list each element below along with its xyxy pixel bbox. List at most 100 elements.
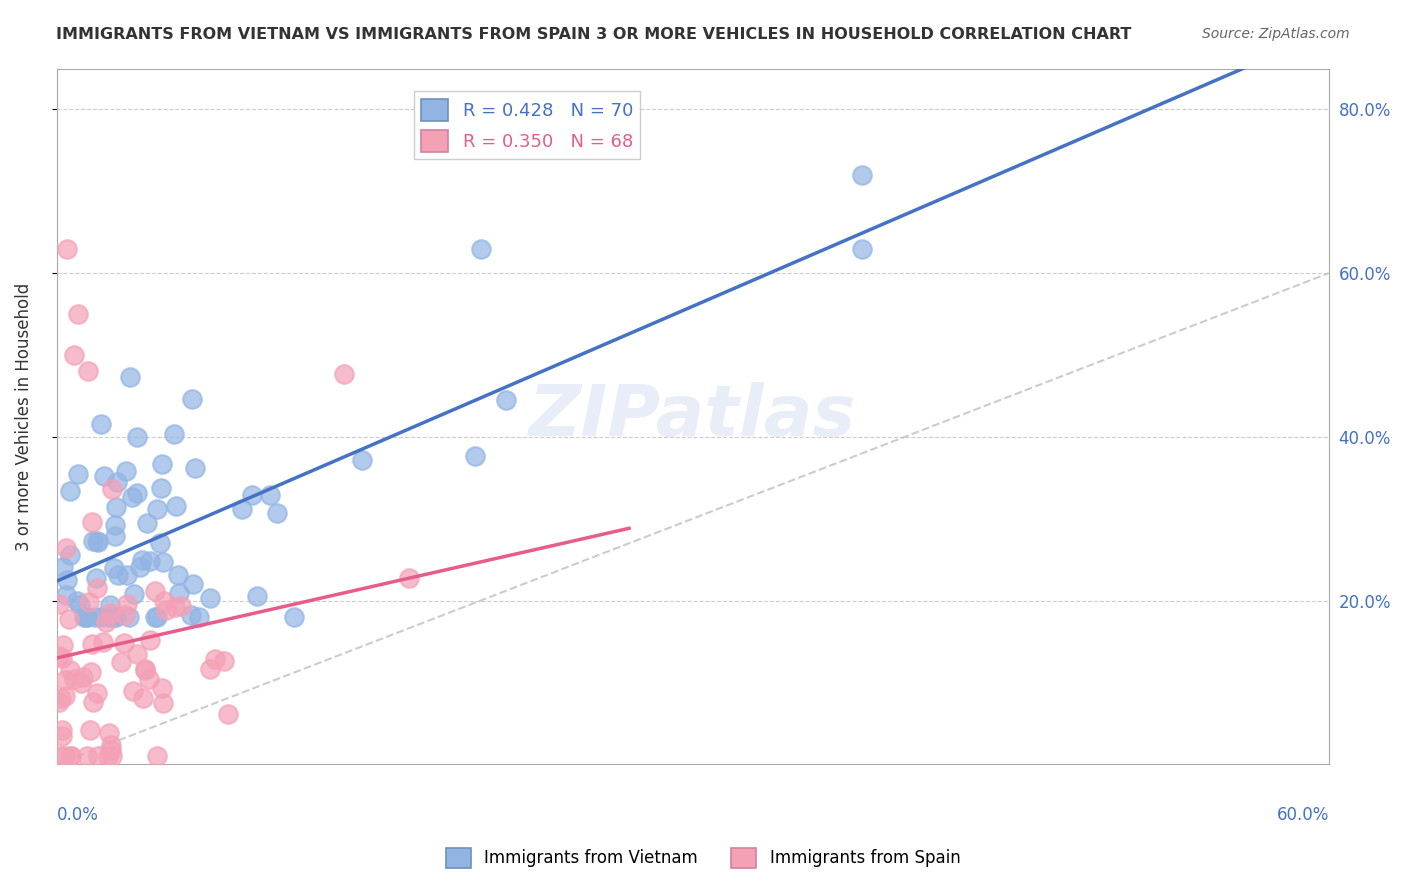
Point: [49, 749, 72, 764]
Point: [77, 364, 100, 378]
Point: [73, 610, 96, 624]
Point: [100, 598, 122, 612]
Point: [53, 690, 76, 704]
Point: [82, 534, 104, 549]
Point: [59, 663, 82, 677]
Point: [266, 507, 288, 521]
Point: [80, 515, 103, 529]
Point: [59, 483, 82, 498]
Point: [101, 483, 124, 497]
Point: [90, 417, 112, 431]
Point: [97, 749, 120, 764]
Y-axis label: 3 or more Vehicles in Household: 3 or more Vehicles in Household: [15, 282, 32, 550]
Point: [60, 749, 83, 764]
Point: [124, 587, 146, 601]
Legend: Immigrants from Vietnam, Immigrants from Spain: Immigrants from Vietnam, Immigrants from…: [439, 841, 967, 875]
Point: [56, 242, 79, 256]
Point: [91, 635, 114, 649]
Point: [145, 749, 167, 764]
Point: [115, 598, 138, 612]
Point: [146, 502, 169, 516]
Point: [48, 695, 70, 709]
Point: [398, 571, 420, 585]
Point: [104, 517, 127, 532]
Point: [139, 633, 162, 648]
Point: [72, 670, 94, 684]
Point: [87, 534, 110, 549]
Point: [80, 637, 103, 651]
Point: [495, 393, 517, 408]
Point: [87, 749, 110, 764]
Point: [184, 460, 207, 475]
Point: [851, 168, 873, 182]
Point: [80, 665, 103, 679]
Point: [165, 599, 187, 614]
Point: [51, 723, 73, 737]
Point: [58, 612, 80, 626]
Point: [86, 582, 108, 596]
Point: [56, 573, 79, 587]
Point: [75, 610, 97, 624]
Point: [150, 457, 173, 471]
Point: [181, 392, 204, 407]
Point: [51, 729, 73, 743]
Point: [138, 672, 160, 686]
Point: [112, 636, 135, 650]
Point: [125, 485, 148, 500]
Point: [103, 610, 125, 624]
Point: [100, 738, 122, 752]
Point: [180, 607, 202, 622]
Point: [352, 453, 374, 467]
Point: [181, 577, 204, 591]
Point: [165, 500, 187, 514]
Point: [283, 610, 305, 624]
Point: [79, 723, 101, 738]
Point: [163, 426, 186, 441]
Point: [52, 559, 75, 574]
Point: [145, 610, 167, 624]
Point: [150, 681, 173, 695]
Point: [86, 533, 108, 548]
Point: [69, 598, 91, 612]
Point: [187, 610, 209, 624]
Point: [104, 529, 127, 543]
Point: [105, 610, 128, 624]
Point: [98, 610, 121, 624]
Point: [121, 491, 143, 505]
Point: [135, 516, 157, 530]
Text: 0.0%: 0.0%: [56, 806, 98, 824]
Point: [59, 548, 82, 562]
Point: [131, 553, 153, 567]
Point: [152, 696, 174, 710]
Point: [204, 652, 226, 666]
Point: [52, 638, 75, 652]
Point: [129, 560, 152, 574]
Point: [90, 610, 112, 624]
Point: [155, 602, 177, 616]
Point: [55, 588, 77, 602]
Point: [76, 610, 98, 624]
Point: [100, 742, 122, 756]
Point: [143, 610, 166, 624]
Point: [122, 683, 145, 698]
Point: [170, 599, 193, 613]
Legend: R = 0.428   N = 70, R = 0.350   N = 68: R = 0.428 N = 70, R = 0.350 N = 68: [415, 92, 641, 159]
Point: [125, 430, 148, 444]
Text: ZIPatlas: ZIPatlas: [529, 382, 856, 450]
Point: [93, 469, 115, 483]
Point: [134, 663, 156, 677]
Point: [55, 541, 77, 556]
Point: [242, 487, 264, 501]
Point: [118, 610, 141, 624]
Point: [212, 654, 235, 668]
Point: [167, 586, 190, 600]
Point: [86, 686, 108, 700]
Point: [84, 610, 107, 624]
Point: [217, 706, 239, 721]
Point: [134, 662, 156, 676]
Point: [470, 242, 492, 256]
Point: [125, 647, 148, 661]
Point: [96, 615, 118, 630]
Point: [166, 567, 188, 582]
Point: [48, 648, 70, 663]
